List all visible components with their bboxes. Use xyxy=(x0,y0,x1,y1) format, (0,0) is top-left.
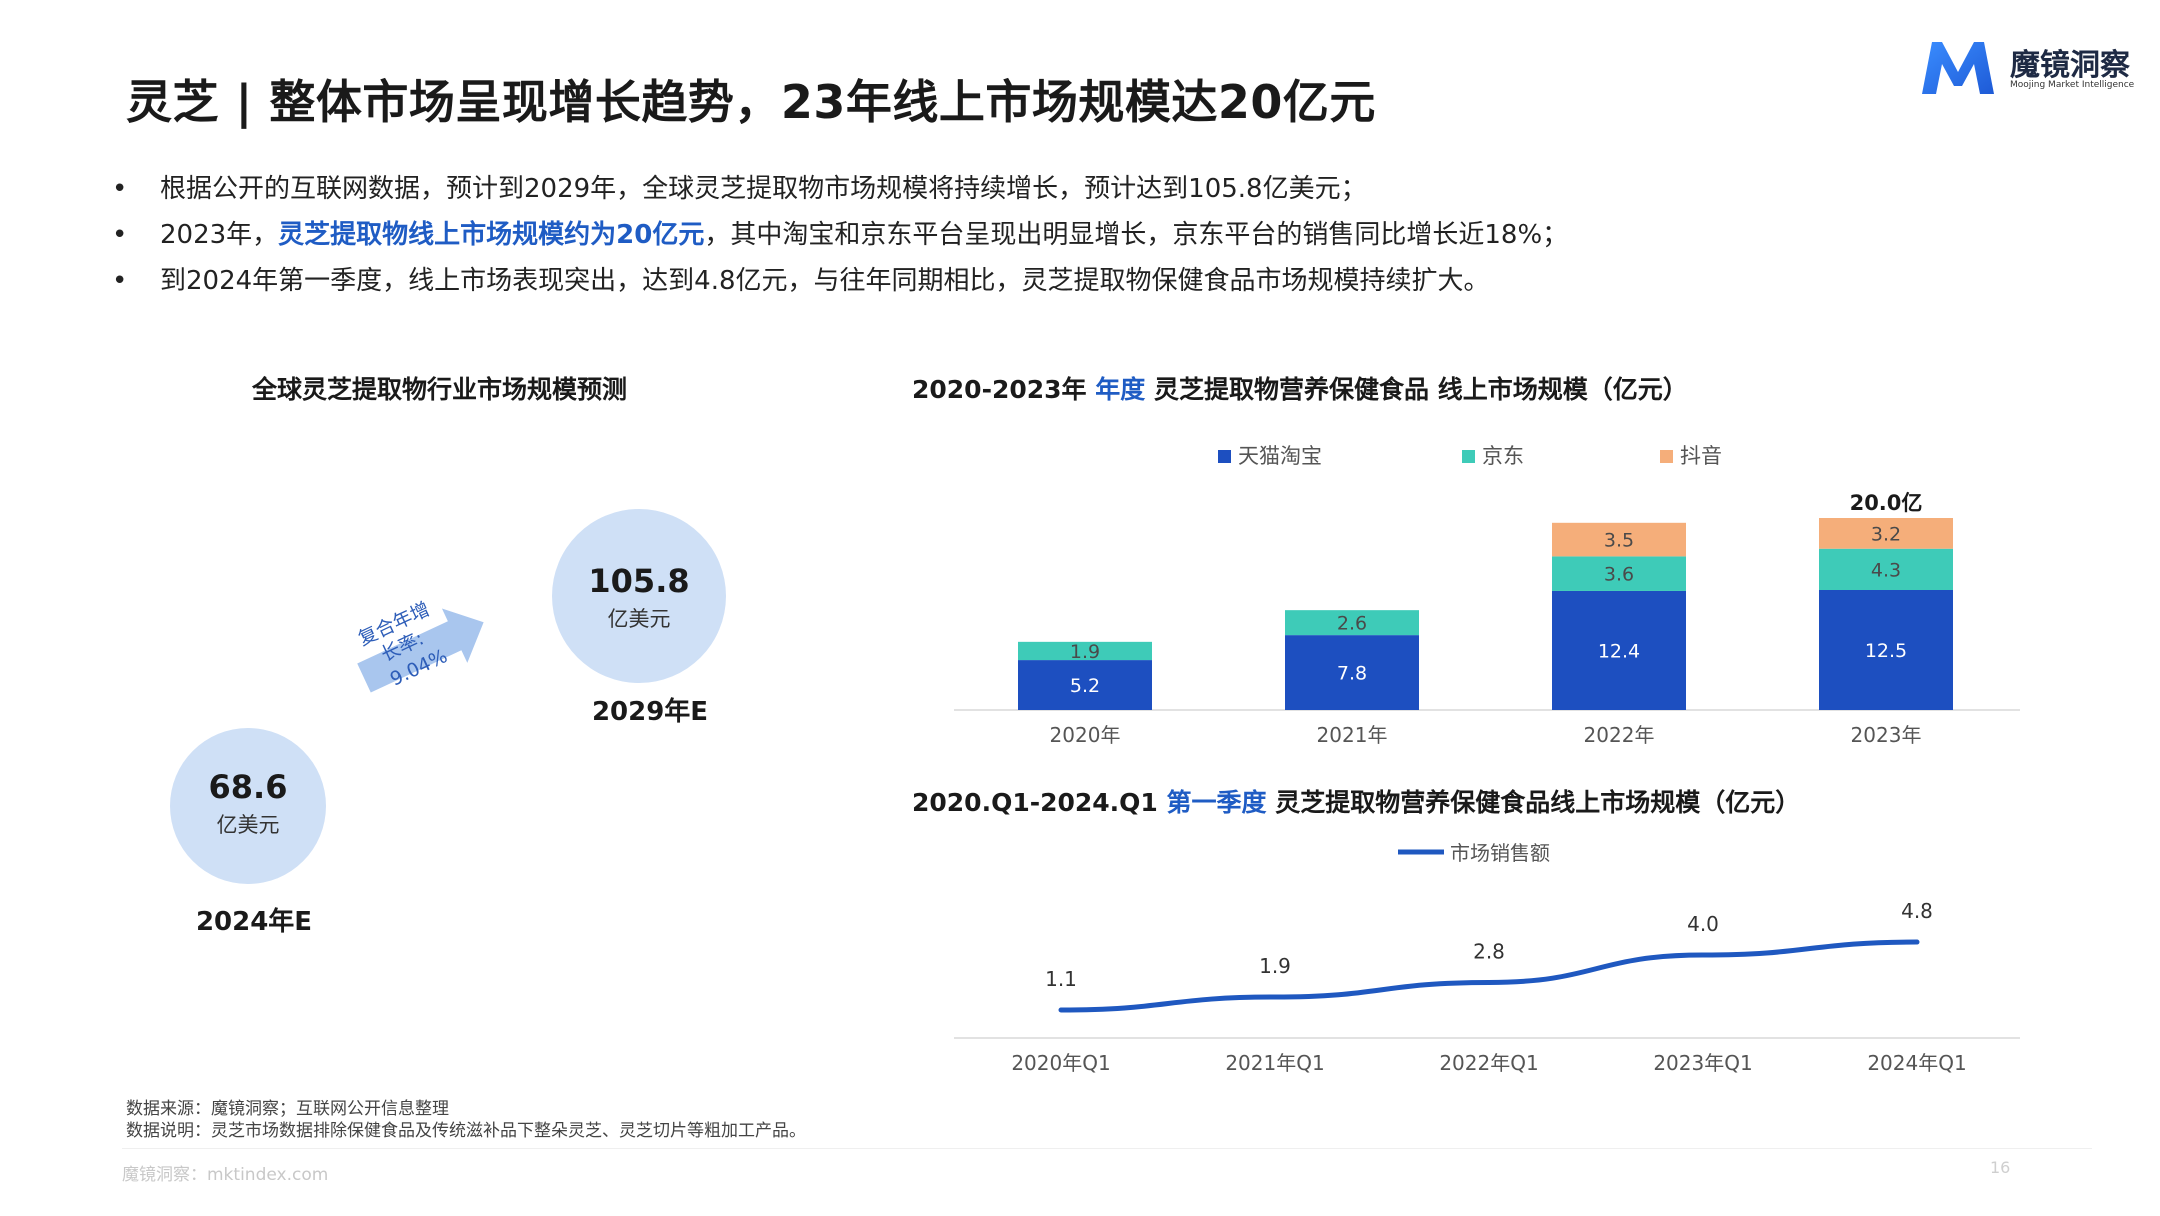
bar-data-label: 12.5 xyxy=(1865,640,1907,662)
bullet-text: 根据公开的互联网数据，预计到2029年，全球灵芝提取物市场规模将持续增长，预计达… xyxy=(160,174,1367,204)
bubble-2024-unit: 亿美元 xyxy=(217,813,280,837)
bar-data-label: 7.8 xyxy=(1337,663,1367,685)
data-note: 数据说明：灵芝市场数据排除保健食品及传统滋补品下整朵灵芝、灵芝切片等粗加工产品。 xyxy=(126,1121,806,1141)
bullet-text: 2023年， xyxy=(160,220,279,250)
legend-label: 市场销售额 xyxy=(1450,841,1550,865)
bar-segment xyxy=(1819,518,1953,549)
bar-segment xyxy=(1018,660,1152,710)
bar-total-label: 20.0亿 xyxy=(1850,491,1923,515)
page-title: 灵芝 | 整体市场呈现增长趋势，23年线上市场规模达20亿元 xyxy=(126,75,1376,129)
bullet-item: • 到2024年第一季度，线上市场表现突出，达到4.8亿元，与往年同期相比，灵芝… xyxy=(108,258,2058,304)
line-data-label: 2.8 xyxy=(1473,939,1505,963)
line-chart: 市场销售额 1.1 2020年Q1 1.9 2021年Q1 2.8 2022年Q1 4.0 20… xyxy=(954,841,2020,1075)
line-data-label: 1.1 xyxy=(1045,967,1077,991)
x-tick-label: 2023年Q1 xyxy=(1653,1051,1752,1075)
x-tick-label: 2024年Q1 xyxy=(1867,1051,1966,1075)
bullet-text: ，其中淘宝和京东平台呈现出明显增长，京东平台的销售同比增长近18%； xyxy=(704,220,1569,250)
bubble-2029-year: 2029年E xyxy=(592,696,708,727)
data-source: 数据来源：魔镜洞察；互联网公开信息整理 xyxy=(126,1099,449,1119)
stacked-bar-chart: 天猫淘宝 京东 抖音 5.2 1.9 2020年 7.8 2.6 2021年 12.4 3.6 3.5… xyxy=(954,444,2020,747)
x-tick-label: 2022年 xyxy=(1584,723,1655,747)
bubble-2024-year: 2024年E xyxy=(196,906,312,937)
global-forecast-graphic: 68.6 亿美元 2024年E 105.8 亿美元 2029年E 复合年增 长率… xyxy=(170,509,726,937)
bullet-item: • 2023年，灵芝提取物线上市场规模约为20亿元，其中淘宝和京东平台呈现出明显… xyxy=(108,212,2058,258)
bar-data-label: 2.6 xyxy=(1337,613,1367,635)
bubble-2024 xyxy=(170,728,326,884)
bubble-2024-value: 68.6 xyxy=(209,768,288,806)
bar-data-label: 1.9 xyxy=(1070,641,1100,663)
bullet-item: • 根据公开的互联网数据，预计到2029年，全球灵芝提取物市场规模将持续增长，预… xyxy=(108,166,2058,212)
bullet-dot: • xyxy=(112,220,128,250)
bar-segment xyxy=(1819,548,1953,590)
legend-swatch xyxy=(1462,450,1475,463)
bar-segment xyxy=(1285,610,1419,636)
bullet-dot: • xyxy=(112,174,128,204)
bar-segment xyxy=(1285,635,1419,710)
legend-swatch xyxy=(1218,450,1231,463)
x-tick-label: 2023年 xyxy=(1851,723,1922,747)
x-tick-label: 2022年Q1 xyxy=(1439,1051,1538,1075)
summary-bullets: • 根据公开的互联网数据，预计到2029年，全球灵芝提取物市场规模将持续增长，预… xyxy=(108,166,2058,304)
page-number: 16 xyxy=(1990,1158,2011,1177)
x-tick-label: 2021年 xyxy=(1317,723,1388,747)
bar-data-label: 3.2 xyxy=(1871,523,1901,545)
bar-title-highlight: 年度 xyxy=(1095,375,1146,404)
legend-swatch xyxy=(1660,450,1673,463)
bubble-2029-value: 105.8 xyxy=(588,562,689,600)
x-tick-label: 2020年Q1 xyxy=(1011,1051,1110,1075)
line-data-label: 4.8 xyxy=(1901,899,1933,923)
footer-divider xyxy=(122,1148,2092,1149)
bar-data-label: 3.6 xyxy=(1604,564,1634,586)
bar-segment xyxy=(1552,556,1686,591)
bar-title-post: 灵芝提取物营养保健食品 线上市场规模（亿元） xyxy=(1154,375,1688,404)
line-data-label: 1.9 xyxy=(1259,954,1291,978)
bar-segment xyxy=(1552,590,1686,710)
bar-segment xyxy=(1819,590,1953,710)
bar-data-label: 3.5 xyxy=(1604,530,1634,552)
bullet-highlight: 灵芝提取物线上市场规模约为20亿元 xyxy=(278,220,705,250)
bar-title-pre: 2020-2023年 xyxy=(912,375,1087,404)
bar-segment xyxy=(1018,641,1152,661)
line-title-post: 灵芝提取物营养保健食品线上市场规模（亿元） xyxy=(1275,788,1801,817)
bar-chart-title: 2020-2023年 年度 灵芝提取物营养保健食品 线上市场规模（亿元） xyxy=(912,370,1688,406)
logo-subtext: Moojing Market Intelligence xyxy=(2010,80,2135,90)
cagr-arrow: 复合年增 长率: 9.04% xyxy=(355,598,484,693)
series-line xyxy=(1058,939,1920,1013)
bullet-text: 到2024年第一季度，线上市场表现突出，达到4.8亿元，与往年同期相比，灵芝提取… xyxy=(160,266,1490,296)
bar-segment xyxy=(1552,522,1686,557)
line-chart-title: 2020.Q1-2024.Q1 第一季度 灵芝提取物营养保健食品线上市场规模（亿… xyxy=(912,783,1800,819)
x-tick-label: 2021年Q1 xyxy=(1225,1051,1324,1075)
logo-text: 魔镜洞察 xyxy=(2010,48,2130,83)
bullet-dot: • xyxy=(112,266,128,296)
legend-label: 京东 xyxy=(1482,444,1524,468)
footer-notes: 数据来源：魔镜洞察；互联网公开信息整理 数据说明：灵芝市场数据排除保健食品及传统… xyxy=(126,1098,806,1142)
line-data-label: 4.0 xyxy=(1687,912,1719,936)
logo-m-icon xyxy=(1922,42,1994,94)
brand-logo: 魔镜洞察 Moojing Market Intelligence xyxy=(1918,36,2138,102)
x-tick-label: 2020年 xyxy=(1050,723,1121,747)
footer-site: 魔镜洞察：mktindex.com xyxy=(122,1165,329,1185)
global-chart-title: 全球灵芝提取物行业市场规模预测 xyxy=(252,375,628,404)
arrow-right-icon xyxy=(357,608,484,693)
bubble-2029-unit: 亿美元 xyxy=(608,607,671,631)
bar-data-label: 4.3 xyxy=(1871,559,1901,581)
legend-label: 抖音 xyxy=(1680,444,1722,468)
bar-data-label: 12.4 xyxy=(1598,640,1640,662)
legend-label: 天猫淘宝 xyxy=(1238,444,1322,468)
line-title-highlight: 第一季度 xyxy=(1166,788,1267,817)
bubble-2029 xyxy=(552,509,726,683)
line-title-pre: 2020.Q1-2024.Q1 xyxy=(912,788,1158,817)
bar-data-label: 5.2 xyxy=(1070,675,1100,697)
